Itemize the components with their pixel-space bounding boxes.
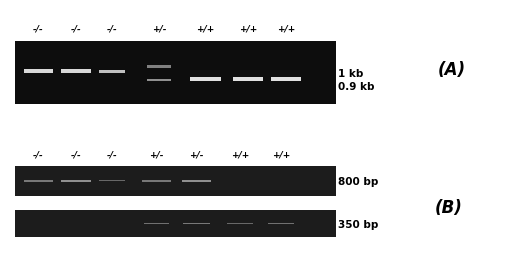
Text: -/-: -/- — [33, 25, 44, 34]
Text: 350 bp: 350 bp — [338, 220, 378, 230]
Text: -/-: -/- — [33, 150, 44, 159]
FancyBboxPatch shape — [147, 78, 171, 81]
FancyBboxPatch shape — [24, 180, 52, 182]
Text: 800 bp: 800 bp — [338, 177, 378, 187]
Text: +/+: +/+ — [277, 25, 295, 34]
FancyBboxPatch shape — [268, 223, 294, 224]
Text: +/-: +/- — [189, 150, 204, 159]
Text: (B): (B) — [435, 199, 463, 218]
Text: 1 kb: 1 kb — [338, 69, 363, 79]
FancyBboxPatch shape — [147, 65, 171, 68]
FancyBboxPatch shape — [15, 41, 336, 104]
Text: +/+: +/+ — [272, 150, 290, 159]
Text: (A): (A) — [438, 61, 465, 79]
FancyBboxPatch shape — [190, 77, 221, 81]
FancyBboxPatch shape — [61, 180, 91, 182]
Text: 0.9 kb: 0.9 kb — [338, 82, 374, 92]
FancyBboxPatch shape — [15, 166, 336, 196]
FancyBboxPatch shape — [99, 180, 125, 182]
Text: +/+: +/+ — [196, 25, 214, 34]
FancyBboxPatch shape — [142, 180, 170, 182]
Text: +/+: +/+ — [239, 25, 257, 34]
FancyBboxPatch shape — [144, 223, 169, 224]
Text: -/-: -/- — [71, 150, 81, 159]
FancyBboxPatch shape — [61, 69, 91, 74]
FancyBboxPatch shape — [183, 223, 210, 224]
FancyBboxPatch shape — [233, 77, 263, 81]
FancyBboxPatch shape — [15, 210, 336, 237]
FancyBboxPatch shape — [182, 180, 211, 182]
Text: +/-: +/- — [149, 150, 164, 159]
FancyBboxPatch shape — [24, 69, 53, 74]
FancyBboxPatch shape — [99, 70, 125, 73]
Text: -/-: -/- — [107, 150, 117, 159]
Text: +/-: +/- — [152, 25, 166, 34]
Text: +/+: +/+ — [231, 150, 249, 159]
Text: -/-: -/- — [107, 25, 117, 34]
FancyBboxPatch shape — [227, 223, 253, 224]
FancyBboxPatch shape — [271, 77, 301, 81]
Text: -/-: -/- — [71, 25, 81, 34]
